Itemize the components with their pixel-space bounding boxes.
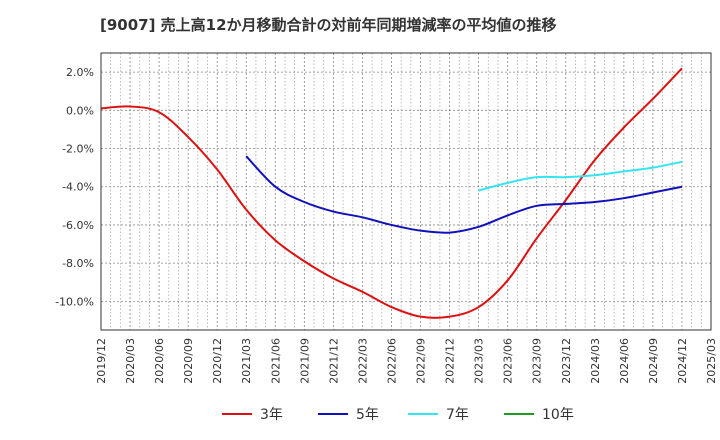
- grid: [100, 53, 712, 330]
- y-axis: 2.0% 0.0% -2.0% -4.0% -6.0% -8.0% -10.0%: [55, 66, 94, 308]
- y-tick-label: 2.0%: [66, 66, 94, 79]
- plot-frame: [100, 52, 712, 331]
- x-tick-label: 2023/06: [502, 338, 515, 384]
- series-line-2: [245, 155, 683, 234]
- x-tick-label: 2022/12: [444, 338, 457, 384]
- x-tick-label: 2025/03: [705, 338, 718, 384]
- x-tick-label: 2020/09: [182, 338, 195, 384]
- x-tick-label: 2021/06: [269, 338, 282, 384]
- x-tick-label: 2023/03: [473, 338, 486, 384]
- legend: 3年 5年 7年 10年: [222, 407, 574, 423]
- legend-label: 5年: [356, 407, 379, 423]
- y-tick-label: 0.0%: [66, 104, 94, 117]
- x-tick-label: 2023/12: [560, 338, 573, 384]
- x-tick-label: 2022/06: [385, 338, 398, 384]
- series-lines: [100, 67, 683, 319]
- chart-title: [9007] 売上高12か月移動合計の対前年同期増減率の平均値の推移: [100, 16, 557, 34]
- x-tick-label: 2019/12: [95, 338, 108, 384]
- x-tick-label: 2022/03: [356, 338, 369, 384]
- x-tick-label: 2022/09: [415, 338, 428, 384]
- x-tick-label: 2024/09: [647, 338, 660, 384]
- legend-label: 10年: [542, 407, 574, 423]
- x-tick-label: 2021/12: [327, 338, 340, 384]
- series-line-1: [100, 67, 683, 319]
- legend-label: 3年: [260, 407, 283, 423]
- x-tick-label: 2020/06: [153, 338, 166, 384]
- y-tick-label: -8.0%: [62, 257, 94, 270]
- x-tick-label: 2021/03: [240, 338, 253, 384]
- x-tick-label: 2021/09: [298, 338, 311, 384]
- series-line-3: [478, 160, 683, 192]
- x-tick-label: 2023/09: [531, 338, 544, 384]
- legend-label: 7年: [446, 407, 469, 423]
- y-tick-label: -2.0%: [62, 143, 94, 156]
- x-tick-label: 2024/03: [589, 338, 602, 384]
- x-tick-label: 2020/12: [211, 338, 224, 384]
- y-tick-label: -4.0%: [62, 181, 94, 194]
- x-tick-label: 2024/06: [618, 338, 631, 384]
- x-tick-label: 2024/12: [676, 338, 689, 384]
- x-axis: 2019/12 2020/03 2020/06 2020/09 2020/12 2021/…: [95, 338, 718, 384]
- y-tick-label: -6.0%: [62, 219, 94, 232]
- x-tick-label: 2020/03: [124, 338, 137, 384]
- y-tick-label: -10.0%: [55, 295, 94, 308]
